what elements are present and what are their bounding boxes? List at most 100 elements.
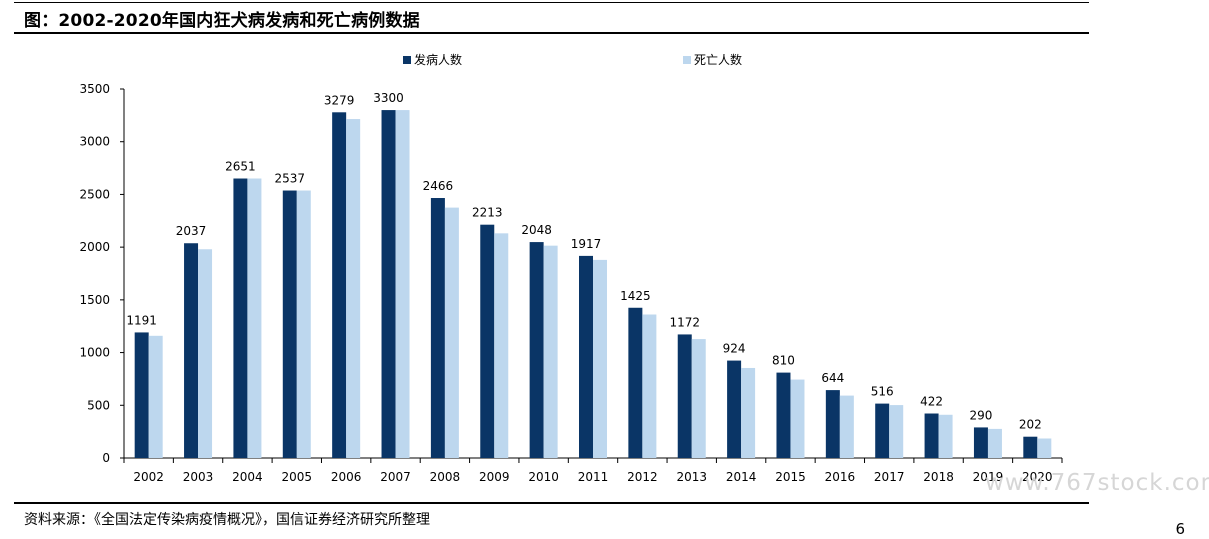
legend-swatch	[683, 56, 691, 64]
top-rule-thin	[14, 2, 1089, 3]
y-tick-label: 3000	[79, 135, 110, 149]
source-rule	[14, 502, 1089, 504]
x-tick-label: 2002	[133, 470, 164, 484]
data-label: 810	[772, 354, 795, 368]
bar-onset	[973, 427, 988, 458]
y-tick-label: 2000	[79, 240, 110, 254]
data-label: 2213	[472, 206, 503, 220]
chart-title: 图：2002-2020年国内狂犬病发病和死亡病例数据	[24, 11, 420, 31]
bar-onset	[776, 372, 791, 458]
legend-label: 死亡人数	[694, 52, 742, 67]
title-rule	[14, 32, 1089, 34]
legend-swatch	[403, 56, 411, 64]
bar-onset	[825, 390, 840, 458]
bar-onset	[875, 403, 890, 458]
source-note: 资料来源：《全国法定传染病疫情概况》，国信证券经济研究所整理	[24, 512, 430, 528]
x-tick-label: 2017	[874, 470, 905, 484]
bar-onset	[529, 242, 544, 458]
bar-onset	[134, 332, 149, 458]
x-tick-label: 2003	[183, 470, 214, 484]
bar-onset	[1023, 436, 1038, 458]
data-label: 2037	[176, 224, 207, 238]
x-tick-label: 2008	[430, 470, 461, 484]
data-label: 2048	[521, 223, 552, 237]
bar-death	[395, 110, 410, 458]
data-label: 2651	[225, 160, 256, 174]
bar-onset	[677, 334, 692, 458]
data-label: 3279	[324, 93, 355, 107]
data-label: 1917	[571, 237, 602, 251]
bar-onset	[480, 224, 495, 458]
bar-death	[987, 428, 1002, 458]
bar-onset	[184, 243, 199, 458]
y-tick-label: 1000	[79, 346, 110, 360]
bar-death	[938, 414, 953, 458]
x-tick-label: 2004	[232, 470, 263, 484]
y-tick-label: 3500	[79, 82, 110, 96]
x-tick-label: 2019	[973, 470, 1004, 484]
data-label: 1191	[126, 313, 157, 327]
bar-onset	[282, 190, 297, 458]
x-tick-label: 2006	[331, 470, 362, 484]
y-tick-label: 1500	[79, 293, 110, 307]
legend-label: 发病人数	[414, 52, 462, 67]
x-tick-label: 2016	[825, 470, 856, 484]
bar-death	[543, 245, 558, 458]
bar-onset	[924, 413, 939, 458]
x-tick-label: 2013	[676, 470, 707, 484]
bar-death	[494, 233, 509, 458]
bar-death	[296, 190, 311, 458]
bar-onset	[727, 360, 742, 458]
data-label: 516	[871, 385, 894, 399]
bar-death	[839, 395, 854, 458]
data-label: 3300	[373, 91, 404, 105]
bar-onset	[430, 198, 445, 459]
bar-death	[198, 249, 213, 458]
x-tick-label: 2009	[479, 470, 510, 484]
data-label: 202	[1019, 418, 1042, 432]
y-tick-label: 500	[87, 398, 110, 412]
bar-death	[790, 379, 805, 458]
bar-death	[741, 367, 756, 458]
bars	[134, 110, 1052, 459]
data-label: 644	[821, 371, 844, 385]
data-label: 1425	[620, 289, 651, 303]
bar-death	[642, 314, 657, 458]
legend: 发病人数 死亡人数	[403, 52, 742, 67]
x-tick-label: 2011	[578, 470, 609, 484]
data-label: 422	[920, 395, 943, 409]
x-tick-label: 2012	[627, 470, 658, 484]
y-tick-label: 0	[102, 451, 110, 465]
x-tick-label: 2010	[528, 470, 559, 484]
data-label: 2466	[423, 179, 454, 193]
bar-onset	[381, 110, 396, 458]
x-tick-label: 2018	[923, 470, 954, 484]
page-number: 6	[1175, 520, 1185, 538]
bar-death	[889, 405, 904, 458]
bar-death	[691, 339, 706, 458]
x-tick-label: 2020	[1022, 470, 1053, 484]
x-tick-label: 2015	[775, 470, 806, 484]
x-tick-label: 2014	[726, 470, 757, 484]
bar-death	[346, 119, 361, 458]
bar-death	[148, 335, 163, 458]
x-tick-label: 2005	[282, 470, 313, 484]
data-label: 924	[723, 342, 746, 356]
bar-onset	[579, 255, 593, 458]
x-tick-label: 2007	[380, 470, 411, 484]
bar-death	[593, 259, 607, 458]
y-tick-label: 2500	[79, 187, 110, 201]
bar-death	[247, 178, 262, 458]
bar-death	[1037, 438, 1052, 458]
axes: 0 500 1000 1500 2000 2500 3000 3500 2002 2003 2004…	[79, 82, 1063, 484]
data-label: 1172	[669, 315, 700, 329]
watermark-text: www.767stock.com	[985, 470, 1209, 496]
data-label: 2537	[275, 172, 306, 186]
bar-onset	[332, 112, 347, 458]
data-label: 290	[969, 408, 992, 422]
bar-onset	[233, 178, 248, 458]
bar-onset	[628, 307, 643, 458]
data-labels: 1191 2037 2651 2537 3279 3300 2466 2213 2048 1917…	[126, 91, 1041, 432]
bar-death	[444, 207, 459, 458]
